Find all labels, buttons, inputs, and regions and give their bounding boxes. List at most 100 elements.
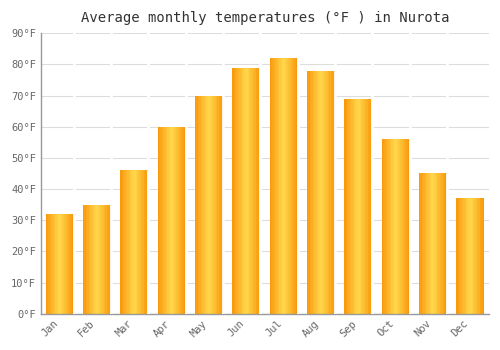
- Bar: [184, 127, 186, 314]
- Bar: [289, 58, 290, 314]
- Bar: [66, 214, 68, 314]
- Bar: [124, 170, 126, 314]
- Bar: [310, 71, 311, 314]
- Bar: [130, 170, 132, 314]
- Bar: [160, 127, 162, 314]
- Bar: [278, 58, 280, 314]
- Bar: [48, 214, 50, 314]
- Bar: [97, 205, 98, 314]
- Bar: [61, 214, 62, 314]
- Bar: [218, 96, 220, 314]
- Bar: [254, 68, 256, 314]
- Bar: [100, 205, 101, 314]
- Bar: [90, 205, 92, 314]
- Bar: [428, 174, 430, 314]
- Bar: [163, 127, 164, 314]
- Bar: [285, 58, 286, 314]
- Bar: [456, 198, 458, 314]
- Bar: [177, 127, 178, 314]
- Bar: [122, 170, 123, 314]
- Bar: [216, 96, 218, 314]
- Bar: [68, 214, 70, 314]
- Bar: [360, 99, 361, 314]
- Bar: [473, 198, 474, 314]
- Bar: [312, 71, 314, 314]
- Bar: [250, 68, 252, 314]
- Bar: [436, 174, 437, 314]
- Bar: [388, 139, 390, 314]
- Bar: [209, 96, 210, 314]
- Bar: [238, 68, 240, 314]
- Bar: [292, 58, 294, 314]
- Bar: [259, 68, 260, 314]
- Bar: [232, 68, 234, 314]
- Bar: [384, 139, 386, 314]
- Bar: [92, 205, 93, 314]
- Bar: [419, 174, 420, 314]
- Bar: [235, 68, 236, 314]
- Bar: [401, 139, 402, 314]
- Bar: [47, 214, 48, 314]
- Bar: [370, 99, 371, 314]
- Bar: [330, 71, 332, 314]
- Bar: [440, 174, 442, 314]
- Bar: [168, 127, 169, 314]
- Bar: [318, 71, 320, 314]
- Bar: [137, 170, 138, 314]
- Bar: [434, 174, 436, 314]
- Bar: [87, 205, 88, 314]
- Bar: [174, 127, 176, 314]
- Bar: [307, 71, 308, 314]
- Bar: [58, 214, 59, 314]
- Bar: [286, 58, 288, 314]
- Bar: [311, 71, 312, 314]
- Bar: [478, 198, 480, 314]
- Bar: [183, 127, 184, 314]
- Bar: [344, 99, 346, 314]
- Bar: [463, 198, 464, 314]
- Bar: [51, 214, 52, 314]
- Bar: [242, 68, 244, 314]
- Bar: [472, 198, 473, 314]
- Bar: [350, 99, 351, 314]
- Bar: [199, 96, 200, 314]
- Bar: [276, 58, 278, 314]
- Bar: [272, 58, 274, 314]
- Bar: [46, 214, 47, 314]
- Bar: [102, 205, 104, 314]
- Bar: [346, 99, 347, 314]
- Bar: [71, 214, 72, 314]
- Bar: [104, 205, 106, 314]
- Bar: [390, 139, 392, 314]
- Bar: [347, 99, 348, 314]
- Bar: [245, 68, 246, 314]
- Bar: [424, 174, 426, 314]
- Bar: [213, 96, 214, 314]
- Bar: [446, 174, 447, 314]
- Bar: [172, 127, 173, 314]
- Bar: [270, 58, 271, 314]
- Bar: [84, 205, 86, 314]
- Bar: [182, 127, 183, 314]
- Bar: [422, 174, 423, 314]
- Bar: [432, 174, 433, 314]
- Bar: [290, 58, 292, 314]
- Bar: [93, 205, 94, 314]
- Bar: [108, 205, 110, 314]
- Bar: [470, 198, 472, 314]
- Bar: [483, 198, 484, 314]
- Bar: [248, 68, 249, 314]
- Bar: [136, 170, 137, 314]
- Bar: [387, 139, 388, 314]
- Bar: [382, 139, 383, 314]
- Bar: [423, 174, 424, 314]
- Bar: [458, 198, 459, 314]
- Bar: [364, 99, 365, 314]
- Bar: [476, 198, 477, 314]
- Bar: [383, 139, 384, 314]
- Bar: [96, 205, 97, 314]
- Bar: [56, 214, 57, 314]
- Bar: [234, 68, 235, 314]
- Bar: [126, 170, 128, 314]
- Bar: [54, 214, 56, 314]
